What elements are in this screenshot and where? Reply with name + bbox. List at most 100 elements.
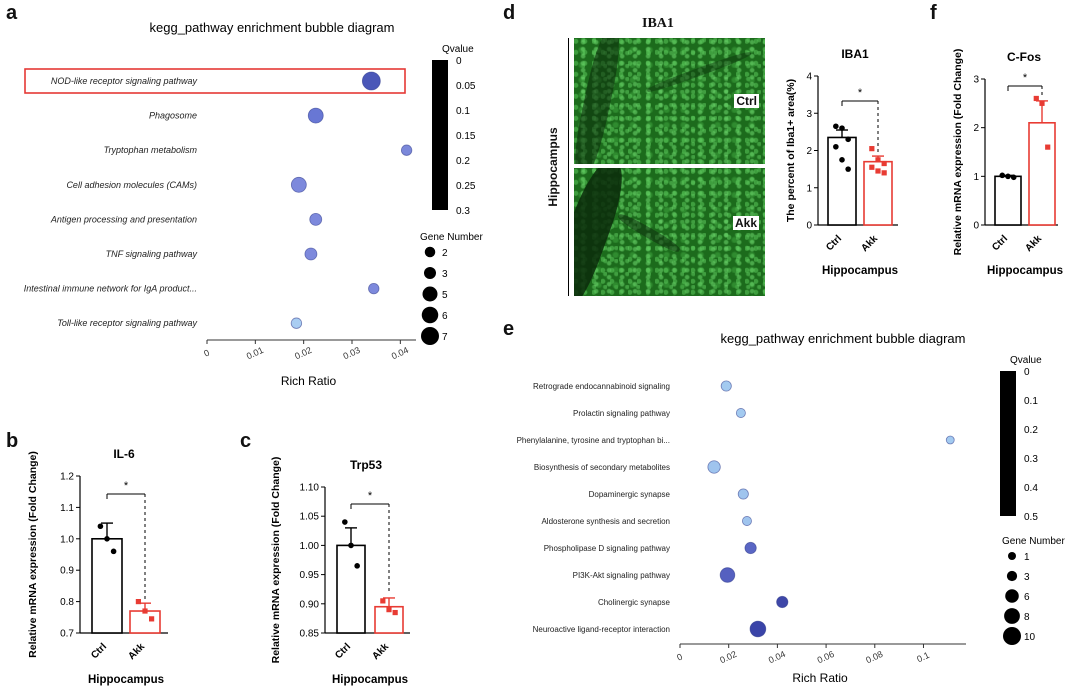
gene-number-legend-dot	[424, 246, 436, 258]
pathway-label: Cell adhesion molecules (CAMs)	[66, 180, 197, 190]
gene-number-legend-dot	[424, 267, 436, 279]
bubble-point	[400, 144, 413, 156]
gene-number-legend-label: 3	[442, 269, 448, 280]
data-point	[833, 143, 839, 150]
pathway-label: Cholinergic synapse	[598, 598, 671, 607]
bubble-point	[744, 541, 757, 555]
micrograph-akk: Akk	[574, 168, 765, 296]
panel-label-e: e	[503, 318, 515, 340]
gene-number-legend-dot	[421, 306, 439, 324]
data-point	[1039, 100, 1045, 106]
x-axis-label: Hippocampus	[822, 265, 898, 277]
significance-marker: *	[858, 87, 863, 99]
pathway-label: PI3K-Akt signaling pathway	[573, 571, 670, 580]
bubble-point	[307, 107, 324, 124]
highlight-box	[24, 68, 406, 94]
bar-chart-f: C-Fos 0 1 2 3 Relative mRNA expression (Fold …	[952, 49, 1063, 277]
pathway-label: NOD-like receptor signaling pathway	[51, 76, 198, 86]
x-tick-label: 0.02	[718, 649, 738, 665]
bubble-point	[719, 567, 736, 583]
bar-chart-d: IBA1 0 1 2 3 4 The percent of Iba1+ area(%) Ctr…	[785, 47, 898, 277]
y-tick-label: 3	[806, 109, 812, 120]
y-tick-label: 0.7	[60, 629, 74, 640]
gene-number-legend-title: Gene Number	[1002, 536, 1065, 547]
y-axis-label: Relative mRNA expression (Fold Change)	[270, 457, 282, 664]
bubble-point	[309, 212, 323, 226]
y-tick-label: 2	[973, 123, 979, 134]
data-point	[104, 536, 110, 542]
x-tick-label: 0.01	[245, 345, 265, 361]
gene-number-legend-label: 6	[442, 311, 448, 322]
data-point	[342, 519, 348, 525]
qvalue-tick-label: 0.2	[456, 156, 470, 167]
data-point	[839, 125, 845, 131]
bar	[91, 537, 123, 634]
data-point	[1010, 174, 1017, 181]
y-tick-label: 1.10	[300, 483, 320, 494]
bar-chart-b: IL-6 0.7 0.8 0.9 1.0 1.1 1.2 Relative mRNA expr…	[27, 447, 168, 686]
qvalue-tick-label: 0.3	[456, 206, 470, 217]
pathway-label: Phospholipase D signaling pathway	[544, 544, 670, 553]
micrograph-side-line	[568, 38, 569, 296]
gene-number-legend-title: Gene Number	[420, 232, 483, 243]
bar	[129, 610, 161, 634]
significance-marker: *	[1023, 72, 1028, 84]
data-point	[875, 157, 881, 163]
micrograph-title: IBA1	[642, 16, 674, 31]
pathway-label: Toll-like receptor signaling pathway	[57, 318, 197, 328]
panel-label-d: d	[503, 2, 516, 24]
pathway-label: Prolactin signaling pathway	[573, 409, 670, 418]
bubble-point	[776, 595, 789, 609]
gene-number-legend-label: 5	[442, 290, 448, 301]
gene-number-legend-label: 8	[1024, 612, 1030, 623]
qvalue-tick-label: 0.25	[456, 181, 476, 192]
data-point	[845, 136, 851, 143]
pathway-label: Dopaminergic synapse	[589, 490, 671, 499]
pathway-label: Phagosome	[149, 111, 197, 121]
y-tick-label: 1.1	[60, 503, 74, 514]
y-tick-label: 0.85	[300, 629, 320, 640]
bar	[994, 175, 1022, 226]
y-tick-label: 0.9	[60, 566, 74, 577]
gene-number-legend-label: 3	[1024, 572, 1030, 583]
data-point	[149, 616, 155, 622]
bubble-point	[742, 516, 752, 526]
gene-number-legend-dot	[1004, 608, 1020, 624]
x-tick-label: Ctrl	[824, 233, 844, 253]
y-tick-label: 2	[806, 146, 812, 157]
y-tick-label: 0	[806, 221, 812, 232]
bubble-point	[749, 620, 767, 638]
data-point	[392, 609, 398, 616]
y-tick-label: 1	[806, 183, 812, 194]
panel-label-f: f	[930, 2, 937, 24]
data-point	[142, 608, 148, 614]
panel-label-c: c	[240, 430, 252, 452]
bar-chart-c: Trp53 0.85 0.90 0.95 1.00 1.05 1.10 Relative mR…	[270, 457, 410, 686]
pathway-label: Antigen processing and presentation	[50, 214, 197, 224]
gene-number-legend-dot	[1008, 552, 1016, 560]
bar	[336, 544, 366, 634]
chart-title: IBA1	[841, 47, 869, 61]
gene-number-legend-dot	[1003, 627, 1021, 645]
bar	[1028, 122, 1056, 226]
micrograph-ctrl: Ctrl	[574, 38, 765, 164]
y-tick-label: 1.05	[300, 512, 320, 523]
gene-number-legend-dot	[421, 327, 439, 345]
data-point	[839, 157, 845, 163]
bubble-point	[290, 317, 303, 329]
pathway-label: Aldosterone synthesis and secretion	[541, 517, 670, 526]
bubble-point	[304, 247, 318, 261]
data-point	[833, 123, 839, 130]
micrograph-akk-label: Akk	[732, 216, 759, 230]
bubble-chart-e: kegg_pathway enrichment bubble diagram 0 0…	[517, 331, 1066, 685]
data-point	[881, 160, 887, 167]
data-point	[999, 172, 1006, 179]
x-tick-label: Akk	[370, 641, 391, 662]
pathway-label: Tryptophan metabolism	[104, 145, 198, 155]
pathway-label: Phenylalanine, tyrosine and tryptophan b…	[517, 436, 670, 445]
chart-title: C-Fos	[1007, 50, 1041, 64]
pathway-label: Intestinal immune network for IgA produc…	[24, 284, 197, 294]
data-point	[348, 542, 354, 549]
x-tick-label: 0	[675, 652, 684, 663]
x-tick-label: 0.03	[342, 345, 362, 361]
